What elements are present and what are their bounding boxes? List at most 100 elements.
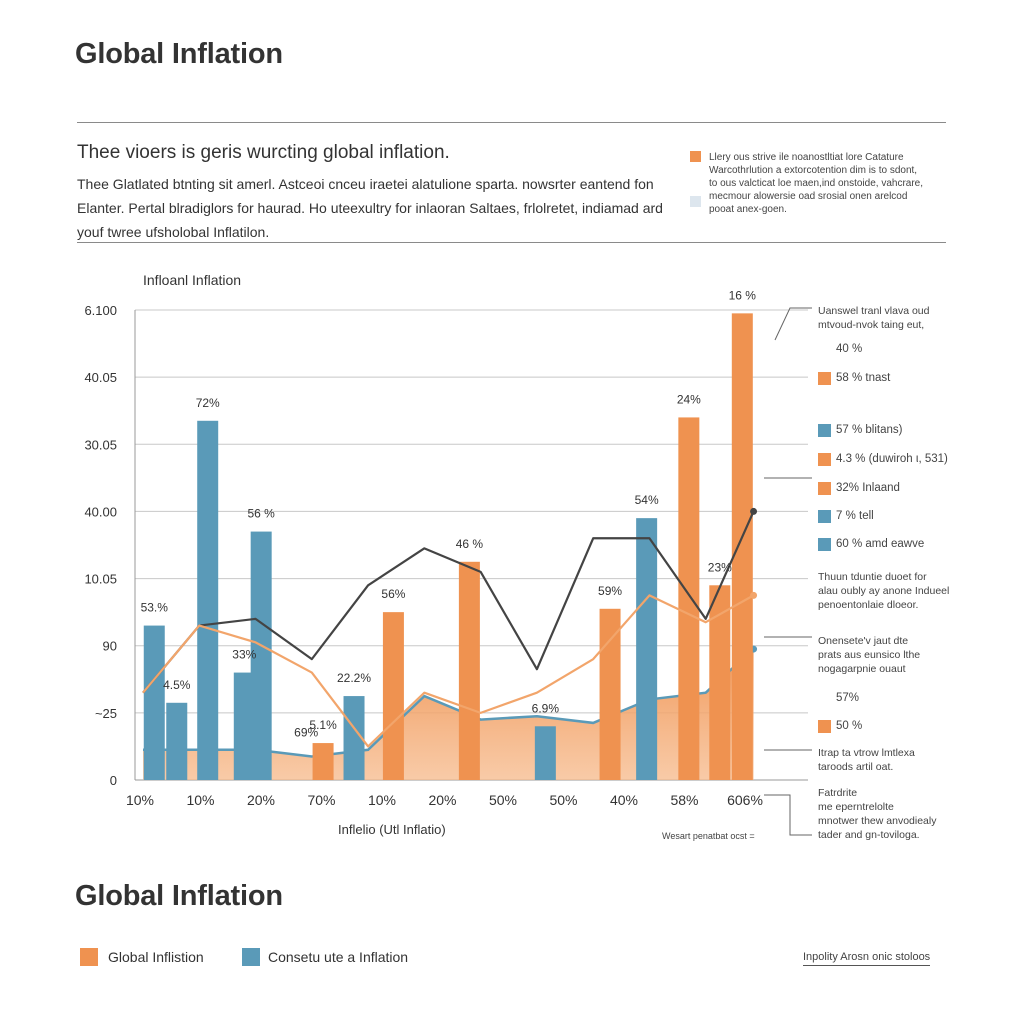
right-pct-b-swatch	[818, 720, 831, 733]
bar-series	[143, 313, 753, 780]
bar	[382, 612, 404, 780]
info-line-3: to ous valcticat loe maen,ind onstoide, …	[709, 178, 924, 189]
right-legend-item: 40 %	[836, 343, 863, 355]
x-tick-label: 10%	[186, 792, 214, 808]
info-orange-swatch	[690, 151, 701, 162]
x-axis-label: Inflelio (Utl Inflatio)	[338, 822, 446, 837]
connector-line	[764, 794, 812, 836]
inflation-chart: 0 ~25 90 10.05 40.00 30.05 40.05 6.100 53.% 4.5%…	[84, 288, 812, 836]
annotation-connectors	[764, 307, 812, 836]
right-pct-b: 50 %	[836, 720, 863, 732]
y-tick-label: 40.05	[84, 370, 117, 385]
x-tick-label: 58%	[670, 792, 698, 808]
info-text: Llery ous strive ile noanostltiat lore C…	[709, 151, 923, 216]
bar	[678, 417, 700, 780]
x-tick-label: 20%	[428, 792, 456, 808]
top-divider	[77, 122, 946, 123]
right-note-a-3: penoentonlaie dloeor.	[818, 599, 919, 611]
x-axis-ticks: 10% 10% 20% 70% 10% 20% 50% 50% 40% 58% 606%	[126, 792, 763, 808]
intro-line-3: youf twree ufsholobal Inflatilon.	[77, 224, 270, 240]
right-top-note-1: Uanswel tranl vlava oud	[818, 305, 930, 317]
x-tick-label: 10%	[368, 792, 396, 808]
y-tick-label: 10.05	[84, 572, 117, 587]
x-tick-label: 50%	[549, 792, 577, 808]
right-note-d-1: Fatrdrite	[818, 787, 858, 799]
chart-title: Infloanl Inflation	[143, 272, 242, 288]
right-note-b-1: Onensete'v jaut dte	[818, 635, 909, 647]
y-tick-label: 30.05	[84, 437, 117, 452]
page-title: Global Inflation	[75, 38, 283, 70]
bar	[143, 625, 165, 780]
info-line-4: mecmour alowersie oad srosial onen arelc…	[709, 191, 908, 202]
bar	[250, 531, 272, 780]
bar-value-label: 4.5%	[163, 678, 191, 692]
bar-value-label: 56%	[381, 587, 405, 601]
legend-label-orange: Global Inflistion	[108, 949, 204, 965]
bar	[233, 672, 255, 780]
right-legend-swatch	[818, 424, 831, 437]
mid-divider	[77, 242, 946, 243]
trend-line	[142, 594, 755, 748]
right-note-a: Thuun tduntie duoet for alau oubly ay an…	[818, 570, 949, 612]
intro-line-2: Elanter. Pertal blradiglors for haurad. …	[77, 200, 663, 216]
legend-swatch-blue	[242, 948, 260, 966]
bar-value-label: 54%	[635, 493, 659, 507]
right-legend-item: 60 % amd eawve	[836, 538, 925, 550]
info-line-1: Llery ous strive ile noanostltiat lore C…	[709, 152, 904, 163]
y-tick-label: 90	[103, 639, 117, 654]
line-series	[142, 507, 758, 748]
right-legend-swatch	[818, 453, 831, 466]
info-line-5: pooat anex-goen.	[709, 204, 787, 215]
y-tick-label: 40.00	[84, 504, 117, 519]
intro-paragraph: Thee Glatlated btnting sit amerl. Astceo…	[77, 172, 677, 244]
bar-value-label: 16 %	[729, 288, 757, 302]
right-note-d-3: mnotwer thew anvodiealy	[818, 815, 937, 827]
bar	[534, 726, 556, 780]
right-note-a-2: alau oubly ay anone Indueel	[818, 585, 950, 597]
bar-value-label: 33%	[232, 648, 256, 662]
trend-line	[142, 510, 755, 694]
right-note-d: Fatrdrite me eperntrelolte mnotwer thew …	[818, 786, 936, 842]
footer-title: Global Inflation	[75, 880, 283, 912]
bar	[709, 585, 731, 780]
y-axis-ticks: 0 ~25 90 10.05 40.00 30.05 40.05 6.100	[84, 303, 117, 788]
right-note-b: Onensete'v jaut dte prats aus eunsico lt…	[818, 634, 920, 676]
bar-value-label: 72%	[196, 396, 220, 410]
right-note-a-1: Thuun tduntie duoet for	[818, 571, 927, 583]
x-tick-label: 40%	[610, 792, 638, 808]
bar	[343, 696, 365, 780]
right-note-d-4: tader and gn-toviloga.	[818, 829, 920, 841]
right-note-c: Itrap ta vtrow lmtlexa taroods artil oat…	[818, 746, 915, 774]
right-legend-swatch	[818, 372, 831, 385]
bar	[166, 702, 188, 780]
bar	[458, 561, 480, 780]
subtitle: Thee vioers is geris wurcting global inf…	[77, 142, 450, 163]
right-note-c-2: taroods artil oat.	[818, 761, 894, 773]
bar-value-label: 24%	[677, 392, 701, 406]
footer-right-text: Inpolity Arosn onic stoloos	[803, 951, 931, 966]
bar-value-label: 23%	[708, 560, 732, 574]
right-note-c-1: Itrap ta vtrow lmtlexa	[818, 747, 915, 759]
bar-value-label: 46 %	[456, 537, 484, 551]
bar	[312, 743, 334, 780]
bar-value-label: 56 %	[247, 507, 275, 521]
trend-end-point	[750, 507, 758, 515]
bar-value-label: 6.9%	[532, 701, 560, 715]
intro-line-1: Thee Glatlated btnting sit amerl. Astceo…	[77, 176, 654, 192]
info-light-swatch	[690, 196, 701, 207]
right-legend-swatch	[818, 538, 831, 551]
right-legend-item: 57 % blitans)	[836, 424, 903, 436]
x-tick-label: 20%	[247, 792, 275, 808]
bar	[636, 518, 658, 780]
legend-label-blue: Consetu ute a Inflation	[268, 949, 409, 965]
right-top-note-2: mtvoud-nvok taing eut,	[818, 319, 925, 331]
x-tick-label: 50%	[489, 792, 517, 808]
y-tick-label: 6.100	[84, 303, 117, 318]
right-legend-swatch	[818, 510, 831, 523]
bar-value-label: 5.1%	[309, 718, 337, 732]
right-top-note: Uanswel tranl vlava oud mtvoud-nvok tain…	[818, 304, 929, 332]
extra-value-label: 69%	[294, 725, 318, 739]
legend-swatch-orange	[80, 948, 98, 966]
bar	[731, 313, 753, 780]
y-tick-label: ~25	[95, 706, 117, 721]
